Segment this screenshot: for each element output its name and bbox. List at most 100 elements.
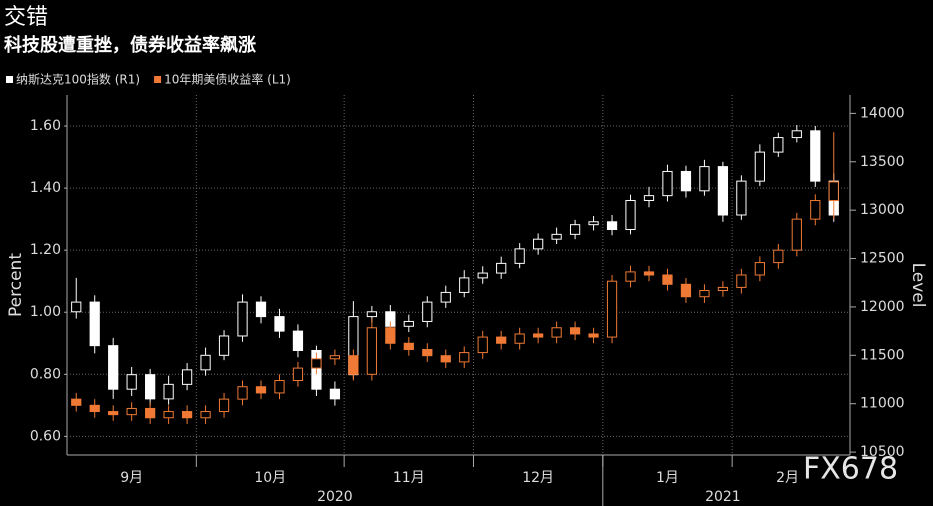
y-tick-label: 1.60 <box>30 118 61 134</box>
candle-body <box>145 374 156 400</box>
candle-body <box>89 301 100 347</box>
candle-body <box>311 358 322 369</box>
candle-body <box>200 411 211 419</box>
candle-body <box>477 272 488 279</box>
candle-body <box>237 386 248 400</box>
candle-body <box>810 200 821 220</box>
candle-body <box>292 330 304 351</box>
candle-body <box>422 301 433 322</box>
candle-body <box>145 407 156 419</box>
candle-body <box>588 221 599 226</box>
candle-body <box>329 388 341 400</box>
y2-tick-label: 13000 <box>860 202 905 218</box>
candle-body <box>606 280 618 338</box>
x-tick-label: 2月 <box>776 470 799 486</box>
candle-body <box>569 327 581 335</box>
y2-tick-label: 12500 <box>860 251 905 267</box>
candle-body <box>754 262 765 276</box>
candle-body <box>218 335 230 356</box>
candle-body <box>569 224 581 235</box>
candle-body <box>237 301 248 337</box>
candle-body <box>403 342 414 350</box>
candle-body <box>108 345 119 390</box>
y-tick-label: 0.80 <box>30 366 61 382</box>
candle-body <box>108 411 119 416</box>
candle-body <box>440 291 451 303</box>
candle-body <box>477 336 488 354</box>
candle-body <box>736 274 747 288</box>
candle-body <box>403 320 414 327</box>
candle-body <box>588 333 599 338</box>
candle-body <box>366 311 377 318</box>
candle-body <box>625 271 636 282</box>
legend-label: 10年期美债收益率 (L1) <box>164 72 291 87</box>
candle-body <box>348 355 359 375</box>
candle-body <box>218 398 230 413</box>
candle-body <box>422 348 433 357</box>
candle-body <box>292 367 304 382</box>
candle-body <box>496 336 507 344</box>
candle-body <box>828 181 839 202</box>
legend-label: 纳斯达克100指数 (R1) <box>16 72 140 87</box>
candle-body <box>255 301 267 318</box>
candle-body <box>791 218 802 251</box>
candle-body <box>366 327 377 375</box>
y2-tick-label: 10500 <box>860 444 905 460</box>
y2-axis-label: Level <box>908 263 928 308</box>
candle-body <box>163 383 174 400</box>
legend-swatch <box>6 76 13 83</box>
legend-swatch <box>154 76 162 83</box>
y2-tick-label: 11000 <box>860 396 905 412</box>
candle-body <box>643 271 655 276</box>
y-tick-label: 1.20 <box>30 242 61 258</box>
candle-body <box>662 274 673 285</box>
y-tick-label: 1.40 <box>30 180 61 196</box>
chart-subtitle: 科技股遭重挫，债券收益率飙涨 <box>4 34 256 56</box>
candle-body <box>625 199 636 231</box>
candle-body <box>163 411 174 419</box>
candle-body <box>200 354 211 371</box>
candle-body <box>699 166 710 192</box>
candle-body <box>643 195 655 201</box>
candle-body <box>680 170 692 192</box>
candle-body <box>89 404 100 413</box>
candle-body <box>274 380 285 394</box>
y-tick-label: 1.00 <box>30 304 61 320</box>
candle-body <box>126 374 137 390</box>
candle-body <box>181 411 193 419</box>
candle-body <box>459 352 470 363</box>
x-tick-label: 1月 <box>656 470 679 486</box>
candle-body <box>385 327 396 344</box>
candle-body <box>274 316 285 332</box>
candle-body <box>680 283 692 298</box>
y2-tick-label: 13500 <box>860 154 905 170</box>
x-tick-label: 10月 <box>254 470 286 486</box>
candle-body <box>773 137 784 153</box>
year-label: 2021 <box>705 489 741 505</box>
y2-tick-label: 14000 <box>860 105 905 121</box>
candle-body <box>71 398 82 406</box>
candle-body <box>496 262 507 274</box>
candle-body <box>533 333 544 338</box>
candle-body <box>459 277 470 293</box>
candle-body <box>551 327 562 338</box>
y-axis-label: Percent <box>6 253 26 317</box>
candle-body <box>662 170 673 197</box>
candle-body <box>71 301 82 313</box>
y2-tick-label: 11500 <box>860 347 905 363</box>
candle-body <box>606 221 618 231</box>
candle-body <box>736 180 747 216</box>
watermark: FX678 <box>803 452 898 487</box>
x-tick-label: 12月 <box>522 470 554 486</box>
candle-body <box>791 130 802 139</box>
candle-body <box>717 166 729 216</box>
candle-body <box>126 407 137 416</box>
candle-body <box>181 369 193 385</box>
candle-body <box>514 333 525 344</box>
candle-body <box>329 355 341 360</box>
candle-body <box>514 248 525 264</box>
chart-title: 交错 <box>4 5 48 30</box>
candle-body <box>440 355 451 363</box>
